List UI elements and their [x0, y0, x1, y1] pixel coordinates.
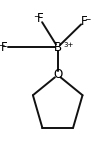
Text: O: O: [53, 69, 62, 81]
Text: −: −: [0, 41, 5, 50]
Text: F: F: [80, 15, 87, 28]
Text: B: B: [54, 41, 62, 54]
Text: −: −: [85, 15, 91, 24]
Text: F: F: [1, 41, 8, 54]
Text: F: F: [37, 12, 43, 25]
Text: −: −: [33, 12, 40, 21]
Text: 3+: 3+: [63, 42, 74, 48]
